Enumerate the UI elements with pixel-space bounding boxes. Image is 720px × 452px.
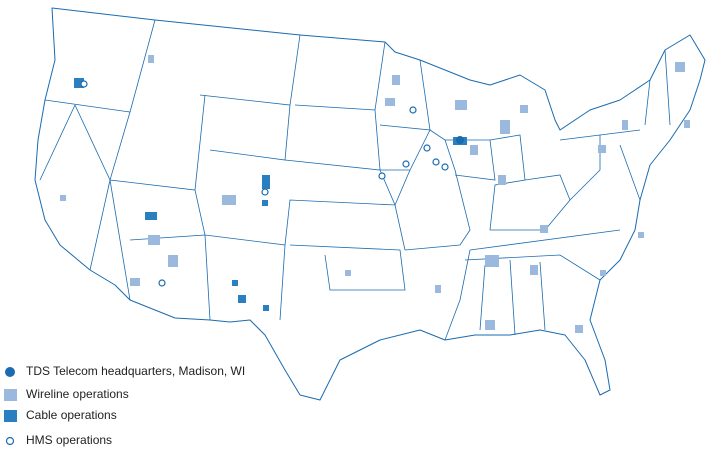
legend-label: TDS Telecom headquarters, Madison, WI xyxy=(26,364,245,378)
legend-icon xyxy=(4,389,17,401)
legend-label: Wireline operations xyxy=(26,387,129,401)
state-borders xyxy=(39,19,671,341)
legend-label: HMS operations xyxy=(26,433,112,447)
legend-label: Cable operations xyxy=(26,408,117,422)
legend-icon xyxy=(4,410,17,422)
legend: TDS Telecom headquarters, Madison, WI Wi… xyxy=(4,364,245,447)
hms-sites xyxy=(80,80,449,287)
wireline-areas xyxy=(60,55,690,333)
legend-icon xyxy=(5,436,15,446)
legend-icon xyxy=(5,367,15,377)
headquarters xyxy=(456,136,464,144)
